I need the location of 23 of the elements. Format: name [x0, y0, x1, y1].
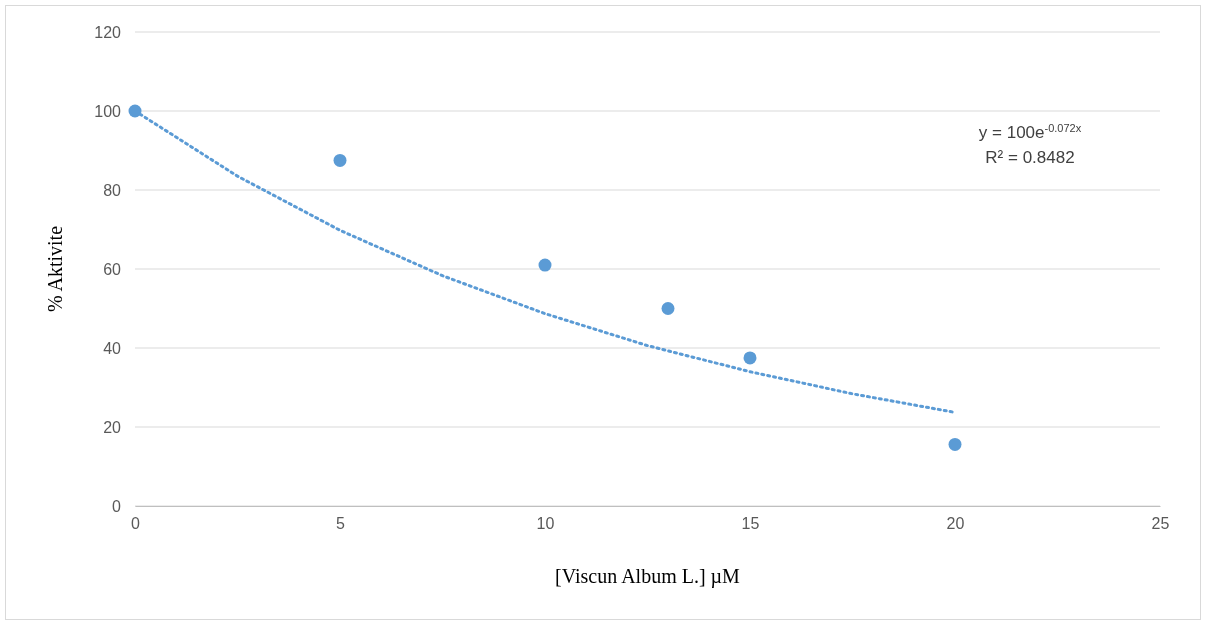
point [948, 437, 962, 451]
y-tick-label: 120 [94, 23, 122, 41]
y-tick-label: 40 [103, 339, 122, 357]
y-tick-label: 80 [103, 181, 122, 199]
point [333, 153, 347, 167]
y-tick-label: 0 [112, 497, 122, 515]
y-tick-label: 20 [103, 418, 122, 436]
x-tick-label: 10 [536, 515, 555, 533]
point [661, 302, 675, 315]
x-tick-label: 5 [336, 515, 346, 533]
point [743, 351, 757, 365]
y-axis-title: % Aktivite [44, 225, 66, 313]
x-tick-label: 25 [1151, 515, 1170, 533]
x-tick-label: 20 [946, 515, 965, 533]
y-tick-label: 60 [103, 260, 122, 278]
x-tick-label: 15 [741, 515, 760, 533]
x-tick-label: 0 [131, 515, 141, 533]
x-axis-title: [Viscun Album L.] µM [555, 565, 741, 588]
annotation: R² = 0.8482 [985, 148, 1075, 167]
annotation: y = 100e$^{-0.072x}$ [978, 122, 1082, 142]
point [128, 104, 142, 118]
y-tick-label: 100 [94, 102, 122, 120]
point [538, 258, 552, 272]
